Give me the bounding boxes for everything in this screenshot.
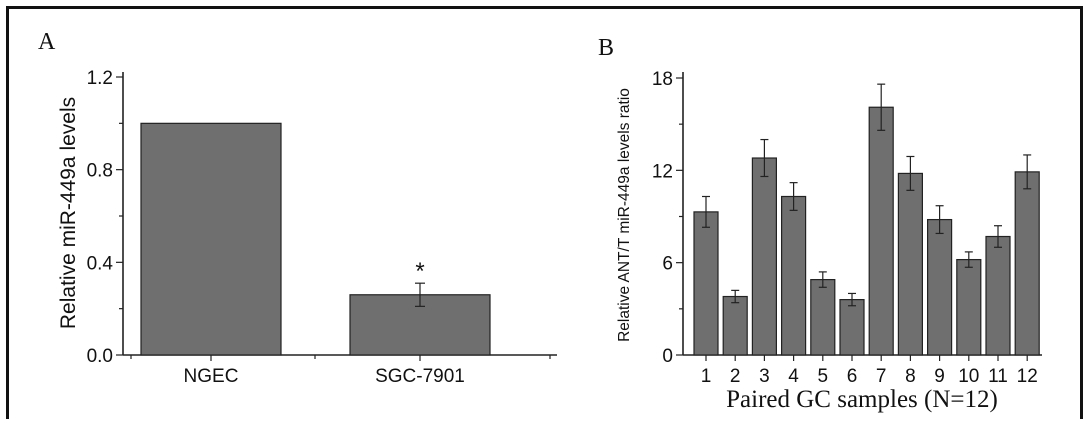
panel-a-y-tick-label: 0.4	[87, 253, 114, 274]
panel-a-y-tick-label: 0.8	[87, 161, 113, 182]
panel-a-x-tick-label: NGEC	[184, 366, 239, 387]
panel-b-bar	[839, 299, 865, 356]
panel-a-x-tick-label: SGC-7901	[375, 366, 465, 387]
panel-b-bar	[780, 195, 807, 356]
panel-b-bar	[1014, 171, 1040, 356]
panel-b-bar	[868, 106, 894, 356]
panel-b-bar	[956, 258, 982, 356]
panel-a-bar	[140, 122, 282, 356]
panel-b-x-tick-label: 10	[958, 366, 979, 387]
panel-a-plot: 0.0 0.4 0.8 1.2 NGEC * SGC-7901	[87, 68, 551, 387]
panel-b-y-tick-label: 18	[652, 69, 673, 90]
panel-b-x-tick-label: 1	[701, 366, 712, 387]
panel-b-y-tick-label: 0	[662, 346, 673, 367]
figure-frame	[6, 6, 1083, 419]
panel-b-x-tick-label: 8	[905, 366, 916, 387]
panel-a-y-tick-label: 1.2	[87, 68, 113, 89]
panel-a-significance-marker: *	[415, 258, 424, 285]
panel-b-y-tick-label: 12	[652, 161, 673, 182]
panel-b-x-tick-label: 6	[847, 366, 858, 387]
panel-a-y-label: Relative miR-449a levels	[57, 97, 80, 329]
panel-b-y-label: Relative ANT/T miR-449a levels ratio	[616, 88, 633, 342]
panel-a-y-tick-label: 0.0	[87, 346, 113, 367]
panel-label-a: A	[38, 29, 56, 55]
panel-b-bar	[985, 235, 1011, 356]
panel-b-x-tick-label: 2	[730, 366, 741, 387]
panel-label-b: B	[598, 35, 614, 61]
panel-b-x-tick-label: 12	[1017, 366, 1038, 387]
panel-b-bar	[693, 211, 719, 356]
panel-b-x-label: Paired GC samples (N=12)	[726, 386, 998, 413]
panel-b-bar	[722, 295, 748, 356]
panel-b-x-tick-label: 5	[818, 366, 829, 387]
panel-b-bar	[897, 172, 924, 356]
panel-b-y-tick-label: 6	[662, 254, 673, 275]
panel-b-bar	[926, 218, 953, 356]
panel-b-bar	[751, 157, 778, 356]
panel-b-bar	[810, 278, 836, 356]
panel-b-x-tick-label: 9	[934, 366, 945, 387]
panel-b-x-tick-label: 3	[759, 366, 770, 387]
panel-b-x-tick-label: 7	[876, 366, 887, 387]
panel-b-x-tick-label: 11	[988, 366, 1008, 387]
panel-b-x-tick-label: 4	[788, 366, 799, 387]
